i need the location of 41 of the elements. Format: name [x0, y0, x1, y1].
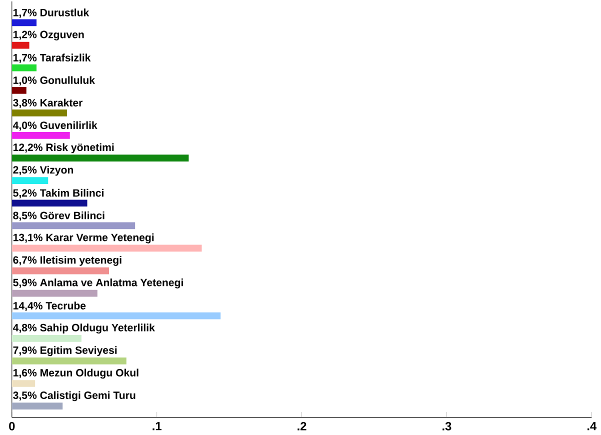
y-tick-label: 4,0% Guvenilirlik: [12, 121, 98, 131]
y-tick-label: 13,1% Karar Verme Yetenegi: [13, 234, 154, 244]
y-tick-label: 6,7% Iletisim yetenegi: [13, 256, 122, 266]
bar: [12, 200, 88, 207]
bar: [12, 358, 126, 364]
bar: [12, 312, 221, 320]
y-tick-label: 1,2% Ozguven: [13, 30, 84, 40]
x-tick-label: .4: [587, 422, 597, 430]
y-tick-label: 1,7% Durustluk: [13, 8, 90, 18]
bar: [12, 42, 30, 49]
bar: [12, 380, 36, 388]
y-tick-label: 3,8% Karakter: [13, 98, 83, 108]
bar: [12, 222, 136, 230]
bar: [12, 64, 37, 72]
bar: [12, 132, 70, 140]
x-tick-label: .1: [152, 422, 162, 430]
y-tick-label: 1,6% Mezun Oldugu Okul: [13, 368, 138, 379]
x-tick-label: 0: [9, 422, 15, 430]
y-tick-label: 1,7% Tarafsizlik: [13, 54, 91, 64]
y-tick-label: 5,2% Takim Bilinci: [13, 189, 104, 198]
bar: [12, 290, 98, 297]
x-tick-label: .3: [442, 422, 452, 430]
bar: [12, 110, 67, 116]
y-tick-label: 4,8% Sahip Oldugu Yeterlilik: [12, 324, 155, 334]
y-tick-label: 1,0% Gonulluluk: [13, 76, 96, 86]
bar: [12, 335, 82, 342]
bar: [12, 244, 202, 252]
y-tick-label: 3,5% Calistigi Gemi Turu: [13, 391, 136, 402]
y-tick-label: 14,4% Tecrube: [13, 302, 86, 312]
y-tick-label: 8,5% Görev Bilinci: [13, 212, 104, 221]
x-tick-label: .2: [298, 422, 306, 430]
bar: [12, 402, 63, 410]
bar: [12, 154, 189, 162]
bar: [12, 267, 110, 274]
y-tick-label: 5,9% Anlama ve Anlatma Yetenegi: [13, 278, 183, 289]
y-tick-label: 12,2% Risk yönetimi: [13, 143, 114, 154]
bar: [12, 19, 37, 26]
bar: [12, 87, 26, 94]
bar: [12, 177, 48, 184]
y-tick-label: 2,5% Vizyon: [13, 166, 74, 176]
y-tick-label: 7,9% Egitim Seviyesi: [13, 346, 117, 356]
